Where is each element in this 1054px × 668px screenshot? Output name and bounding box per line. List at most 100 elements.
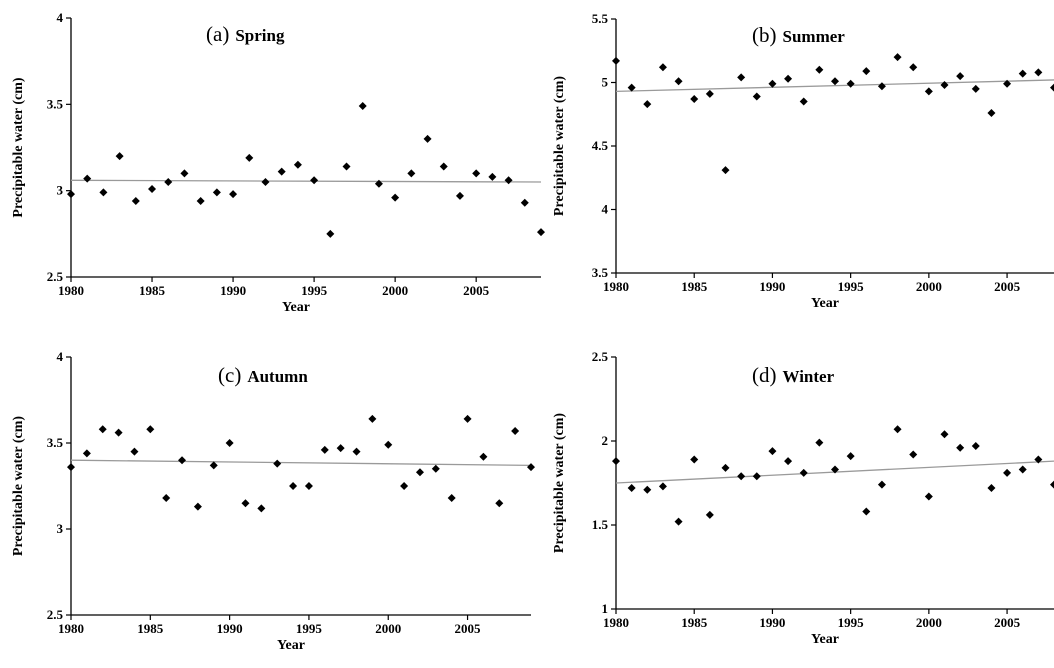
panel-b-xtick-label-1: 1985 (681, 279, 708, 294)
panel-a-title: (a) Spring (206, 22, 285, 46)
panel-d-x-axis-title: Year (811, 632, 839, 647)
panel-c-title-season: Autumn (247, 367, 308, 386)
panel-b-ytick-label-1: 4 (602, 202, 609, 217)
panel-c-point-1990 (225, 439, 234, 447)
panel-c-point-1984 (130, 447, 139, 456)
panel-c-point-1998 (352, 447, 361, 456)
panel-d-ytick-label-1: 1.5 (592, 517, 609, 532)
panel-d-xtick-label-3: 1995 (838, 615, 865, 630)
panel-b-title-season: Summer (783, 27, 846, 46)
panel-a-point-1997 (342, 162, 351, 171)
panel-a-point-1989 (212, 188, 221, 197)
panel-a-point-1981 (83, 174, 92, 183)
panel-d-ytick-label-2: 2 (602, 433, 609, 448)
panel-c-xtick-label-3: 1995 (296, 621, 323, 636)
panel-a-point-2006 (488, 172, 497, 181)
panel-a-ytick-label-1: 3 (57, 183, 64, 198)
panel-c-x-axis-title: Year (277, 638, 305, 653)
panel-a-point-1988 (196, 197, 205, 206)
panel-a-point-1998 (358, 102, 367, 111)
panel-a-y-axis-title: Precipitable water (cm) (11, 77, 26, 218)
panel-d-point-1986 (705, 510, 714, 519)
panel-d-point-2008 (1050, 480, 1054, 489)
panel-a-title-season: Spring (235, 26, 285, 45)
panel-c-point-1997 (336, 444, 345, 453)
panel-c-point-1993 (273, 459, 282, 468)
panel-d-point-2002 (956, 443, 965, 452)
panel-c-xtick-label-4: 2000 (375, 621, 401, 636)
panel-c-point-1991 (241, 499, 250, 508)
panel-a-point-2007 (504, 176, 513, 185)
panel-d-point-2001 (940, 430, 949, 439)
panel-a-xtick-label-1: 1985 (139, 283, 166, 298)
panel-d-point-2006 (1018, 465, 1027, 474)
panel-d-point-1993 (815, 438, 824, 447)
panel-b-point-1980 (612, 56, 620, 65)
panel-a-title-letter: (a) (206, 22, 229, 46)
panel-c-point-1982 (98, 425, 107, 434)
panel-b-point-1981 (627, 83, 636, 92)
panel-d-point-1990 (768, 447, 777, 456)
panel-a-point-1992 (261, 178, 270, 187)
panel-a-point-1986 (164, 178, 173, 187)
panel-c-point-2001 (400, 482, 409, 490)
panel-b-point-2007 (1034, 68, 1043, 77)
panel-d-point-1998 (893, 425, 902, 434)
panel-b-point-1994 (831, 77, 839, 86)
panel-d-point-1987 (721, 463, 730, 472)
panel-d-point-2000 (924, 492, 933, 501)
panel-a-point-1987 (180, 169, 189, 178)
panel-a-point-1983 (115, 152, 124, 161)
panel-b-ytick-label-0: 3.5 (592, 265, 609, 280)
panel-c-ytick-label-0: 2.5 (47, 607, 64, 622)
panel-b-point-2005 (1003, 79, 1012, 88)
panel-a-point-2004 (455, 191, 464, 200)
panel-d-xtick-label-1: 1985 (681, 615, 708, 630)
panel-a-ytick-label-3: 4 (57, 10, 64, 25)
panel-c-point-1980 (67, 463, 75, 472)
panel-c-point-1988 (193, 502, 202, 511)
panel-c-point-1999 (368, 414, 377, 423)
panel-b-point-2000 (924, 87, 933, 96)
panel-d-xtick-label-0: 1980 (603, 615, 629, 630)
panel-b-point-1998 (893, 53, 902, 62)
panel-c-point-1985 (146, 425, 155, 434)
panel-a-point-2008 (520, 198, 529, 207)
panel-d-point-1991 (784, 457, 793, 466)
panel-b-trend-line (615, 79, 1054, 93)
panel-c-ytick-label-3: 4 (57, 349, 64, 364)
panel-d-point-1984 (674, 517, 683, 526)
panel-c-point-1981 (82, 449, 91, 458)
panel-c-point-2006 (479, 452, 488, 461)
panel-b-point-2008 (1050, 83, 1054, 92)
panel-c-xtick-label-0: 1980 (58, 621, 84, 636)
panel-c-point-2005 (463, 414, 472, 423)
panel-d-point-1985 (690, 455, 699, 464)
panel-a-point-2009 (537, 228, 545, 237)
panel-a-point-1982 (99, 188, 108, 197)
panel-c-title-letter: (c) (218, 363, 241, 387)
panel-c-point-1994 (289, 482, 298, 490)
panel-b-point-1985 (690, 95, 699, 104)
panel-c-point-2003 (431, 464, 440, 473)
panel-c-trend-line (70, 459, 532, 467)
panel-d-point-1999 (909, 450, 918, 459)
panel-d-point-1995 (846, 452, 855, 461)
panel-a-point-2005 (472, 169, 481, 178)
panel-b-ytick-label-3: 5 (602, 75, 609, 90)
panel-c-point-2002 (415, 468, 424, 477)
panel-a-point-2001 (407, 169, 416, 178)
panel-a-xtick-label-4: 2000 (382, 283, 408, 298)
panel-a-point-2002 (423, 134, 432, 143)
panel-c-title: (c) Autumn (218, 363, 308, 387)
panel-b-title-letter: (b) (752, 23, 777, 47)
panel-d-point-2005 (1003, 468, 1012, 477)
panel-a-ytick-label-2: 3.5 (47, 96, 64, 111)
panel-c-point-1989 (209, 461, 218, 470)
panel-c-xtick-label-5: 2005 (455, 621, 482, 636)
panel-d-point-2007 (1034, 455, 1043, 464)
panel-c-point-2009 (527, 463, 535, 472)
panel-a-ytick-label-0: 2.5 (47, 269, 64, 284)
panel-a-trend-line (70, 179, 542, 183)
